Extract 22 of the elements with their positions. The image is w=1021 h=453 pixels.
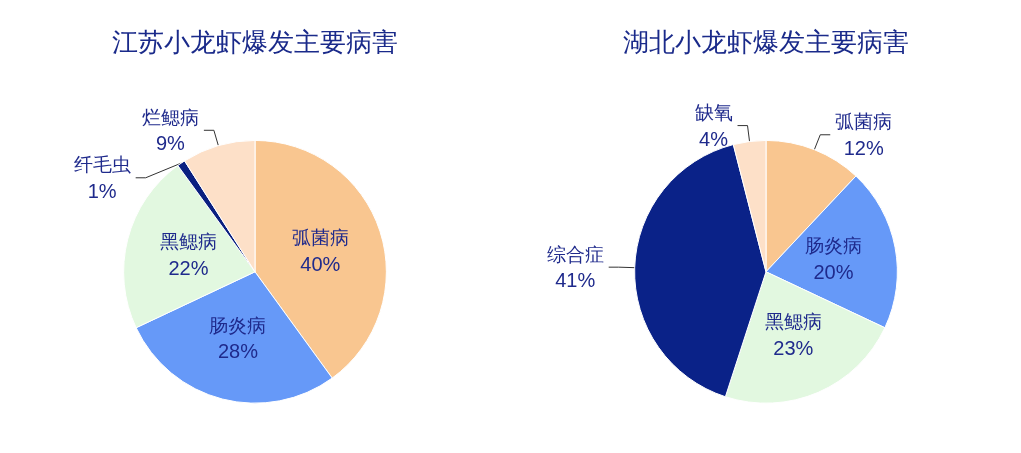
slice-label: 黑鳃病: [159, 231, 217, 253]
slice-label: 弧菌病: [835, 111, 893, 133]
data-label: 4%: [699, 127, 729, 150]
slice-label: 肠炎病: [804, 235, 862, 257]
slice-label: 黑鳃病: [764, 311, 822, 333]
slice-label: 纤毛虫: [73, 154, 131, 176]
chart-title: 湖北小龙虾爆发主要病害: [623, 27, 909, 57]
data-label: 20%: [813, 260, 854, 283]
slice-label: 缺氧: [694, 102, 733, 124]
data-label: 12%: [843, 136, 884, 159]
slice-label: 弧菌病: [291, 227, 349, 249]
slice-label: 烂鳃病: [141, 106, 199, 128]
data-label: 28%: [217, 340, 259, 363]
data-label: 9%: [155, 132, 186, 155]
data-label: 1%: [87, 179, 117, 202]
data-label: 22%: [168, 256, 209, 279]
data-label: 23%: [773, 336, 814, 359]
data-label: 40%: [300, 252, 341, 275]
slice-label: 综合症: [546, 243, 604, 265]
slice-label: 肠炎病: [209, 314, 267, 336]
chart-title: 江苏小龙虾爆发主要病害: [112, 27, 398, 57]
data-label: 41%: [555, 269, 596, 292]
